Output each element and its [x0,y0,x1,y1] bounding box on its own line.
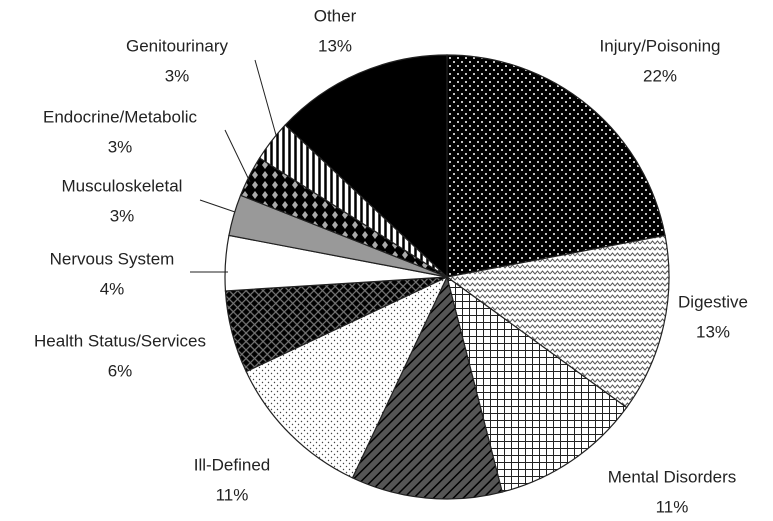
slice-label: Endocrine/Metabolic [43,107,198,126]
slice-label: Musculoskeletal [62,176,183,195]
slice-label: Mental Disorders [608,467,737,486]
leader-line [254,59,277,136]
slice-label: Digestive [678,292,748,311]
value-label: 11% [216,485,249,504]
pie-slice [351,275,503,500]
value-label: 13% [318,36,352,55]
pie-slice [245,275,449,479]
value-label: 4% [100,279,125,298]
leader-line [199,199,236,213]
slice-label: Health Status/Services [34,331,206,350]
leader-line [224,129,251,183]
slice-label: Other [314,6,357,25]
value-label: 11% [656,497,689,516]
pie-slice [445,234,670,409]
pie-slice [446,275,628,493]
value-label: 3% [165,66,190,85]
slice-label: Ill-Defined [194,455,271,474]
value-label: 3% [110,206,135,225]
value-label: 22% [643,66,677,85]
value-label: 6% [108,361,133,380]
pie-slice [284,54,448,279]
slice-label: Injury/Poisoning [600,36,721,55]
value-label: 3% [108,137,133,156]
slice-label: Genitourinary [126,36,229,55]
slice-label: Nervous System [50,249,175,268]
pie-slice [446,54,666,278]
value-label: 13% [696,322,730,341]
